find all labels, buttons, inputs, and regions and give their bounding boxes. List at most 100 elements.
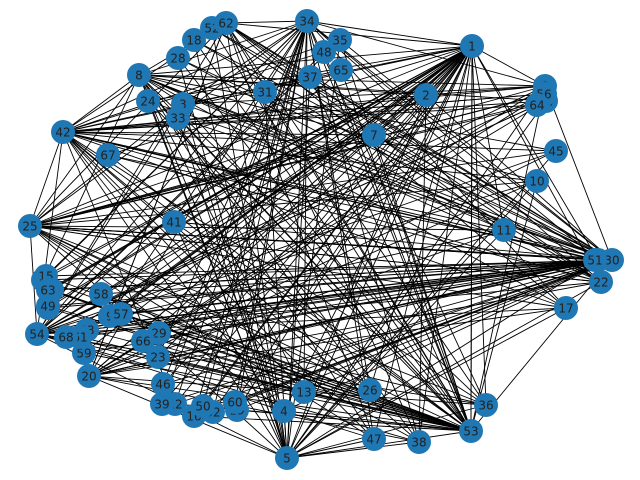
edge-53-54	[36, 333, 472, 432]
node-circle-11	[492, 218, 516, 242]
edge-5-38	[286, 441, 420, 459]
edge-11-62	[225, 22, 505, 231]
node-46: 46	[151, 372, 175, 396]
node-41: 41	[162, 210, 186, 234]
node-label-65: 65	[333, 64, 348, 78]
node-label-64: 64	[529, 99, 544, 113]
node-50: 50	[191, 394, 215, 418]
edge-39-34	[161, 20, 308, 405]
node-circle-4	[272, 399, 296, 423]
node-circle-7	[362, 123, 386, 147]
node-53: 53	[459, 419, 483, 443]
edge-5-34	[286, 20, 308, 459]
node-label-29: 29	[151, 327, 166, 341]
edge-17-54	[36, 307, 567, 335]
edge-3-30	[182, 103, 613, 261]
edge-24-53	[147, 100, 472, 432]
node-62: 62	[214, 11, 238, 35]
edge-0-3	[182, 85, 546, 105]
node-36: 36	[474, 393, 498, 417]
edge-31-5	[264, 91, 288, 459]
node-circle-26	[358, 378, 382, 402]
node-circle-31	[253, 80, 277, 104]
edge-25-38	[29, 225, 420, 443]
edge-24-30	[147, 100, 613, 261]
edge-2-25	[29, 94, 427, 227]
node-54: 54	[25, 322, 49, 346]
node-circle-63	[36, 278, 60, 302]
node-26: 26	[358, 378, 382, 402]
edge-2-42	[62, 94, 427, 133]
node-5: 5	[275, 446, 299, 470]
edge-43-30	[86, 259, 613, 331]
node-45: 45	[544, 139, 568, 163]
edge-25-62	[29, 22, 227, 227]
edge-23-34	[157, 20, 308, 358]
edge-22-34	[306, 20, 602, 283]
node-circle-38	[407, 430, 431, 454]
node-label-58: 58	[93, 288, 108, 302]
edge-51-25	[29, 225, 596, 261]
node-label-3: 3	[179, 98, 187, 112]
edge-8-34	[138, 20, 308, 76]
edge-48-42	[62, 51, 325, 133]
node-57: 57	[109, 302, 133, 326]
node-label-51: 51	[587, 254, 602, 268]
edge-61-1	[79, 45, 473, 338]
edge-53-1	[470, 45, 473, 432]
node-circle-48	[312, 40, 336, 64]
edge-8-36	[138, 74, 487, 406]
node-label-10: 10	[529, 175, 544, 189]
node-circle-25	[18, 214, 42, 238]
node-circle-68	[54, 325, 78, 349]
edge-1-11	[471, 45, 505, 231]
node-51: 51	[583, 248, 607, 272]
node-circle-1	[460, 34, 484, 58]
node-1: 1	[460, 34, 484, 58]
node-label-1: 1	[468, 40, 476, 54]
edge-46-34	[162, 20, 308, 385]
node-label-4: 4	[280, 405, 288, 419]
node-circle-8	[127, 63, 151, 87]
edge-38-1	[418, 45, 473, 443]
node-68: 68	[54, 325, 78, 349]
edge-19-1	[236, 45, 473, 411]
edge-68-1	[65, 45, 473, 338]
node-circle-5	[275, 446, 299, 470]
node-64: 64	[525, 93, 549, 117]
node-label-23: 23	[150, 351, 165, 365]
node-circle-65	[329, 58, 353, 82]
node-circle-28	[166, 46, 190, 70]
edge-25-36	[29, 225, 487, 406]
node-label-68: 68	[58, 331, 73, 345]
node-circle-41	[162, 210, 186, 234]
node-label-7: 7	[370, 129, 378, 143]
node-11: 11	[492, 218, 516, 242]
node-58: 58	[89, 282, 113, 306]
edge-22-62	[225, 22, 602, 283]
edge-0-30	[544, 85, 613, 261]
edge-46-30	[162, 259, 613, 385]
node-label-46: 46	[155, 378, 170, 392]
node-label-26: 26	[362, 384, 377, 398]
edge-59-1	[83, 45, 473, 354]
edge-29-53	[158, 332, 472, 432]
edge-45-25	[29, 150, 557, 227]
node-circle-66	[131, 329, 155, 353]
node-20: 20	[77, 364, 101, 388]
node-label-28: 28	[170, 52, 185, 66]
edge-41-30	[173, 221, 613, 261]
node-label-24: 24	[140, 95, 155, 109]
node-66: 66	[131, 329, 155, 353]
edge-57-1	[120, 45, 473, 315]
edge-38-54	[36, 333, 420, 443]
edge-1-14	[471, 45, 599, 261]
node-label-53: 53	[463, 425, 478, 439]
edge-67-30	[107, 154, 613, 261]
edge-59-53	[83, 352, 472, 432]
edge-20-22	[88, 281, 602, 377]
node-label-57: 57	[113, 308, 128, 322]
edge-50-34	[202, 20, 308, 407]
edge-52-30	[211, 27, 613, 261]
edge-65-42	[62, 69, 342, 133]
